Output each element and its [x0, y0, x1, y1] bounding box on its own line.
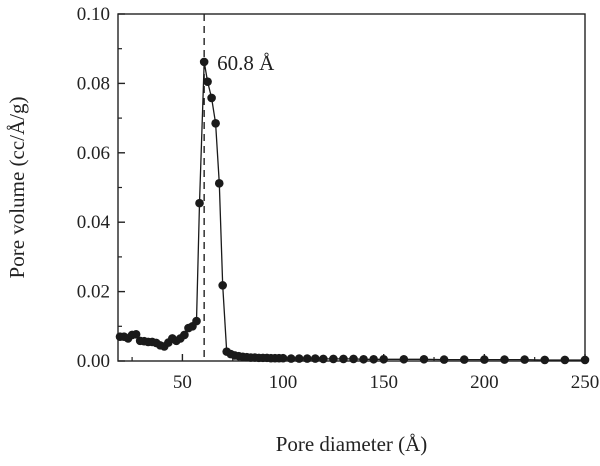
- data-point: [310, 354, 320, 363]
- x-tick-label: 100: [269, 372, 298, 393]
- data-point: [214, 179, 224, 188]
- x-tick-label: 150: [369, 372, 398, 393]
- data-point: [329, 354, 338, 364]
- data-point: [302, 354, 312, 363]
- data-point: [192, 316, 201, 326]
- x-tick-label: 200: [470, 372, 499, 393]
- y-tick-label: 0.04: [77, 212, 111, 233]
- data-point: [520, 355, 529, 364]
- y-tick-label: 0.00: [77, 351, 110, 372]
- data-point: [195, 198, 204, 208]
- data-point: [379, 354, 389, 364]
- x-tick-label: 50: [173, 372, 192, 393]
- data-point: [339, 354, 348, 364]
- y-tick-label: 0.02: [77, 282, 110, 303]
- plot-frame-group: [117, 13, 586, 362]
- y-axis-title: Pore volume (cc/Å/g): [5, 97, 29, 279]
- data-point: [199, 57, 209, 67]
- y-tick-label: 0.06: [77, 143, 110, 164]
- x-tick-label: 250: [571, 372, 600, 393]
- y-tick-label: 0.08: [77, 73, 110, 94]
- data-point: [560, 355, 570, 365]
- data-point: [218, 281, 227, 290]
- data-point: [286, 354, 296, 363]
- data-point: [419, 354, 429, 364]
- data-point: [580, 355, 590, 365]
- series-line: [120, 61, 585, 361]
- data-point: [203, 77, 212, 86]
- x-axis-title: Pore diameter (Å): [276, 432, 428, 456]
- series-group: [115, 14, 590, 365]
- axis-ticks: 0.00 0.02 0.04 0.06 0.08 0.10 50 100 150 200 250: [77, 4, 600, 393]
- data-point: [211, 119, 220, 128]
- data-point: [359, 354, 368, 364]
- data-point: [131, 329, 141, 339]
- y-tick-label: 0.10: [77, 4, 110, 25]
- data-point: [480, 355, 489, 364]
- data-point: [294, 354, 304, 363]
- data-point: [319, 354, 328, 364]
- data-point: [399, 354, 409, 364]
- data-point: [349, 354, 358, 364]
- data-point: [540, 355, 550, 365]
- data-point: [369, 354, 378, 364]
- data-point: [500, 355, 509, 364]
- data-point: [180, 330, 189, 340]
- peak-annotation-label: 60.8 Å: [217, 51, 275, 75]
- data-point: [459, 355, 469, 364]
- data-point: [439, 355, 449, 364]
- data-point: [207, 93, 216, 103]
- data-point: [278, 353, 288, 363]
- plot-frame: [117, 13, 586, 362]
